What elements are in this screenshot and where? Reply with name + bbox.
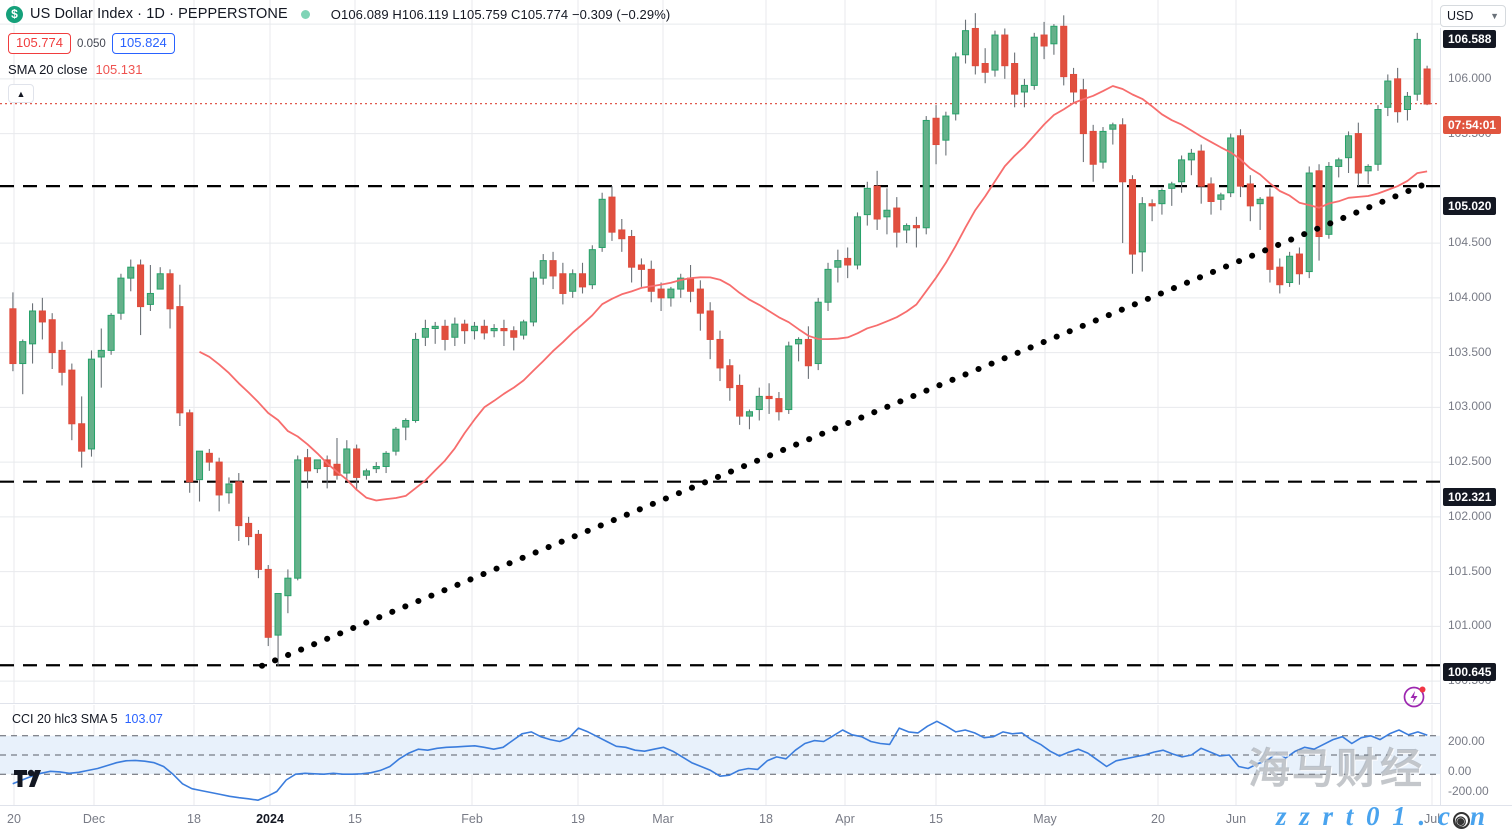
tradingview-logo-icon[interactable] (14, 768, 50, 795)
time-tick: Dec (82, 812, 106, 826)
time-tick: 20 (7, 812, 21, 826)
chart-header: $ US Dollar Index · 1D · PEPPERSTONE O10… (0, 0, 1512, 28)
time-tick: 18 (759, 812, 773, 826)
bid-price-box[interactable]: 105.774 (8, 33, 71, 55)
countdown-badge: 07:54:01 (1443, 116, 1502, 134)
price-tick: 102.000 (1448, 508, 1492, 523)
price-tick: 101.500 (1448, 563, 1492, 578)
cci-legend-value: 103.07 (124, 712, 163, 726)
price-tick: 102.500 (1448, 454, 1492, 469)
chevron-down-icon: ▼ (1490, 11, 1499, 21)
chevron-up-icon: ▲ (16, 88, 26, 99)
price-tick: 106.000 (1448, 70, 1492, 85)
price-level-badge: 100.645 (1443, 663, 1497, 681)
time-tick: 19 (571, 812, 585, 826)
symbol-title[interactable]: US Dollar Index · 1D · PEPPERSTONE (30, 6, 288, 22)
time-tick: May (1033, 812, 1057, 826)
sma-legend-row[interactable]: SMA 20 close 105.131 (8, 62, 175, 77)
time-tick: 15 (929, 812, 943, 826)
market-status-dot-icon (300, 9, 310, 19)
time-scale[interactable]: 20 Dec 18 2024 15 Feb 19 Mar 18 Apr 15 May 20 Jun Jul (0, 805, 1512, 834)
cci-axis-tick: 0.00 (1448, 764, 1472, 778)
cci-axis-tick: 200.00 (1448, 734, 1485, 748)
price-tick: 103.000 (1448, 399, 1492, 414)
pane-divider (0, 703, 1440, 704)
cci-pane[interactable] (0, 705, 1440, 805)
spread-value: 0.050 (77, 37, 106, 50)
dollar-circle-icon: $ (6, 5, 23, 23)
price-scale[interactable]: 106.500106.000105.500104.500104.000103.5… (1440, 16, 1512, 805)
time-tick: Mar (652, 812, 674, 826)
candlestick-plot (0, 0, 1440, 703)
quote-row: 105.774 0.050 105.824 (8, 33, 175, 55)
time-tick: Apr (835, 812, 855, 826)
cci-axis-tick: -200.00 (1448, 784, 1489, 798)
time-tick: Jun (1225, 812, 1247, 826)
price-level-badge: 105.020 (1443, 197, 1497, 215)
sma-legend-label: SMA 20 close (8, 62, 88, 78)
cci-legend[interactable]: CCI 20 hlc3 SMA 5 103.07 (12, 712, 163, 726)
currency-selector[interactable]: USD ▼ (1440, 5, 1506, 27)
price-pane[interactable] (0, 0, 1440, 703)
currency-label: USD (1447, 9, 1474, 23)
time-tick: Jul (1424, 812, 1440, 826)
cci-legend-label: CCI 20 hlc3 SMA 5 (12, 712, 118, 726)
ask-price-box[interactable]: 105.824 (111, 33, 175, 55)
time-tick: 20 (1151, 812, 1165, 826)
ohlc-values: O106.089 H106.119 L105.759 C105.774 −0.3… (330, 6, 671, 22)
time-tick: 15 (348, 812, 362, 826)
lightning-bolt-icon[interactable] (1400, 681, 1430, 711)
time-tick: Feb (461, 812, 483, 826)
price-level-badge: 106.588 (1443, 30, 1497, 48)
chart-legend: 105.774 0.050 105.824 SMA 20 close 105.1… (8, 33, 175, 104)
price-level-badge: 102.321 (1443, 488, 1497, 506)
price-tick: 104.500 (1448, 235, 1492, 250)
price-tick: 103.500 (1448, 344, 1492, 359)
time-tick: 18 (187, 812, 201, 826)
sma-legend-value: 105.131 (95, 62, 143, 78)
legend-collapse-button[interactable]: ▲ (8, 84, 34, 104)
cci-plot (0, 705, 1440, 805)
price-tick: 101.000 (1448, 618, 1492, 633)
time-tick: 2024 (256, 812, 284, 826)
price-tick: 104.000 (1448, 289, 1492, 304)
